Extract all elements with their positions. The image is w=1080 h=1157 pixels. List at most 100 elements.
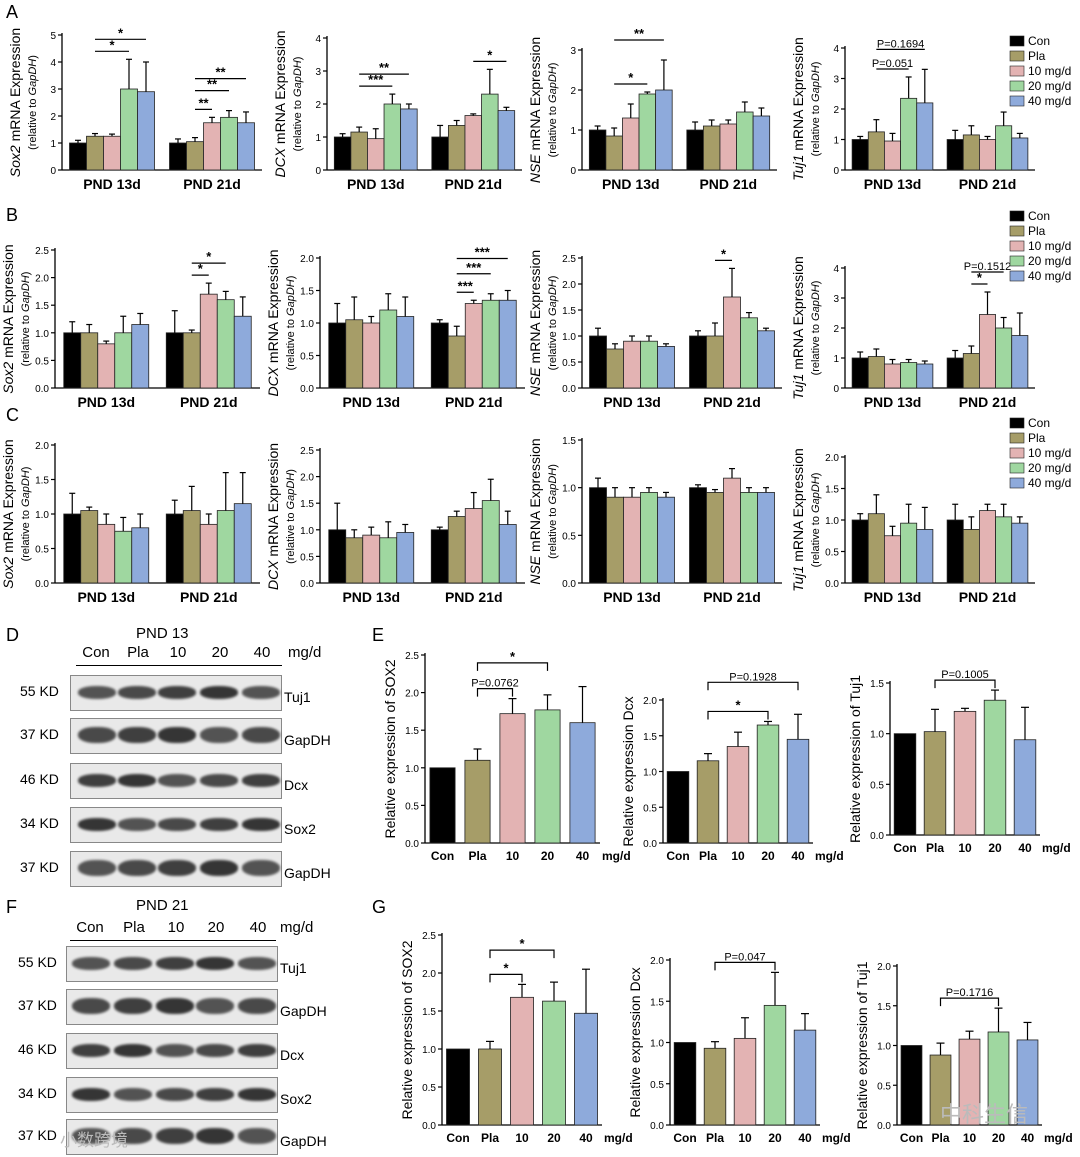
blot-band (200, 817, 238, 831)
bar (447, 125, 466, 171)
sig-label: * (628, 70, 634, 85)
x-group-label: PND 21d (183, 176, 241, 192)
blot-band (242, 685, 280, 699)
y-label-gene: Tuj1 (790, 566, 806, 592)
y-axis-sublabel: (relative to GapDH) (547, 276, 559, 371)
bar (673, 1042, 697, 1126)
blot-band (158, 773, 196, 787)
bar (182, 510, 201, 584)
bar (63, 332, 82, 389)
y-tick-label: 1 (50, 139, 56, 150)
bar (979, 314, 996, 389)
x-unit-label: mg/d (1042, 841, 1071, 855)
chart-c4: 0.0 0.5 1.0 1.5 2.0 PND 13d PND 21d Tuj1 mRNA E… (790, 416, 1071, 605)
x-group-label: PND 13d (602, 176, 660, 192)
x-group-label: PND 13d (77, 394, 135, 410)
blot-band (118, 773, 156, 787)
blot-band (78, 860, 116, 876)
bar (666, 771, 690, 844)
blot-band (196, 1128, 234, 1144)
y-axis-sublabel: (relative to GapDH) (547, 63, 559, 158)
y-label-rest: mRNA Expression (790, 37, 806, 154)
bar (1011, 522, 1029, 584)
y-tick-label: 1.5 (825, 485, 839, 496)
y-tick-label: 0.0 (825, 579, 839, 590)
blot-title: PND 21 (136, 897, 189, 914)
blot-protein: Sox2 (284, 821, 316, 837)
sig-label: P=0.1005 (941, 669, 988, 681)
y-axis-label: Relative expression of SOX2 (399, 940, 415, 1119)
y-tick-label: 0.0 (405, 839, 419, 850)
bar (220, 116, 238, 171)
sig-label: P=0.1716 (946, 987, 993, 999)
y-tick-label: 2.0 (422, 969, 436, 980)
bar (726, 746, 750, 844)
y-sublabel-gene: GapDH (285, 279, 297, 316)
bar (328, 322, 347, 389)
y-sublabel-gene: GapDH (292, 60, 304, 97)
bar (916, 102, 934, 171)
bar (757, 330, 775, 389)
y-sublabel-post: ) (547, 276, 559, 280)
panel-label-f: F (6, 897, 17, 917)
blot-protein: Dcx (284, 777, 309, 793)
y-label-gene: Sox2 (0, 362, 16, 394)
legend-label: 40 mg/d (1028, 94, 1071, 108)
y-axis-sublabel: (relative to GapDH) (810, 473, 822, 568)
bar (233, 315, 252, 389)
x-tick-label: 20 (761, 849, 775, 863)
bar (114, 530, 133, 584)
y-axis-label: NSE mRNA Expression (527, 438, 543, 584)
bar (199, 523, 218, 584)
legend-swatch (1009, 35, 1025, 47)
bar (114, 332, 133, 389)
blot-lane-label: Con (82, 644, 110, 661)
bar (165, 513, 184, 584)
y-sublabel-gene: GapDH (285, 473, 297, 510)
bar (497, 110, 516, 171)
y-tick-label: 0 (315, 166, 321, 177)
bar (995, 327, 1013, 389)
y-sublabel-pre: (relative to (547, 103, 559, 157)
bar (396, 316, 415, 389)
legend-swatch (1009, 225, 1025, 237)
legend-label: 10 mg/d (1028, 64, 1071, 78)
sig-label: P=0.051 (872, 58, 913, 70)
bar (464, 115, 482, 171)
x-tick-label: Con (666, 849, 689, 863)
y-tick-label: 1.5 (405, 726, 419, 737)
y-tick-label: 1.0 (562, 332, 576, 343)
x-tick-label: 20 (992, 1131, 1006, 1145)
y-tick-label: 2.0 (300, 254, 314, 265)
blot-band (200, 727, 238, 743)
blot-kd: 37 KD (18, 1127, 57, 1143)
bar (756, 724, 780, 844)
blot-band (72, 1128, 110, 1144)
legend-label: Pla (1028, 49, 1046, 63)
y-axis-label: Relative expression Dcx (627, 967, 643, 1117)
bar (946, 357, 964, 389)
blot-band (242, 773, 280, 787)
blot-band (72, 998, 110, 1014)
bar (916, 363, 934, 389)
blot-band (238, 1043, 276, 1057)
blot-band (156, 1043, 194, 1057)
y-sublabel-post: ) (810, 62, 822, 66)
bar (900, 522, 918, 584)
y-sublabel-pre: (relative to (810, 513, 822, 567)
panel-label-b: B (6, 205, 19, 225)
x-group-label: PND 13d (603, 394, 661, 410)
blot-band (238, 998, 276, 1014)
y-tick-label: 0.5 (300, 552, 314, 563)
sig-label: *** (368, 72, 384, 87)
blot-band (242, 727, 280, 743)
bar (383, 103, 402, 171)
blot-band (242, 860, 280, 876)
y-sublabel-gene: GapDH (810, 476, 822, 513)
sig-label: * (109, 37, 115, 52)
legend-swatch (1009, 65, 1025, 77)
y-sublabel-gene: GapDH (547, 66, 559, 103)
y-tick-label: 0.5 (825, 548, 839, 559)
x-group-label: PND 13d (342, 394, 400, 410)
